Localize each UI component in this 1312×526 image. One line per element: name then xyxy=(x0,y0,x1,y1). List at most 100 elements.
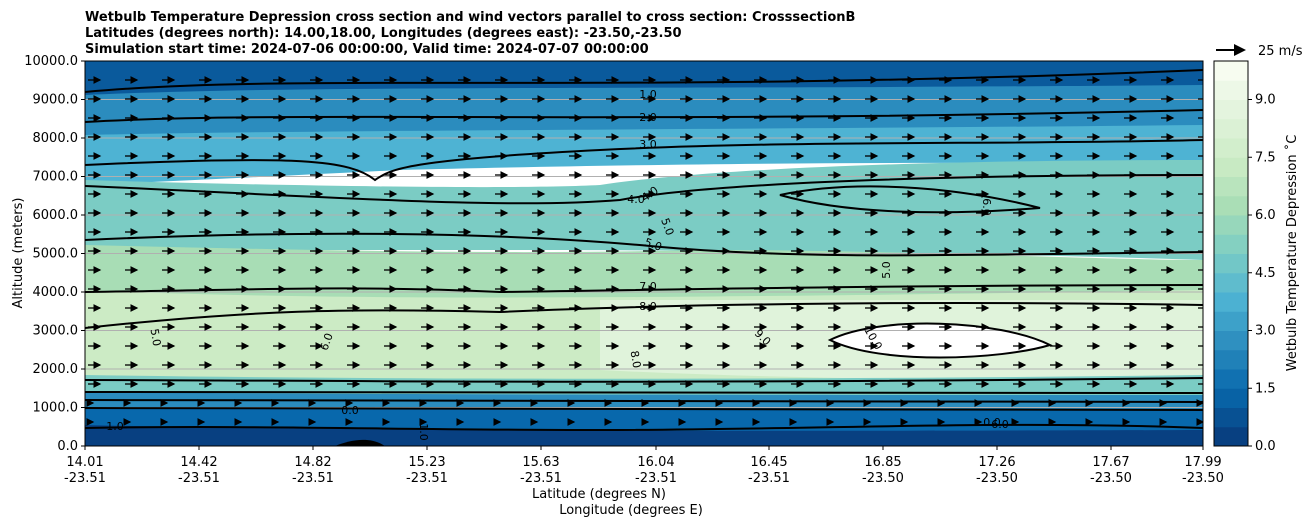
contour-line-7 xyxy=(85,301,1203,329)
y-axis: 0.0 1000.0 2000.0 3000.0 4000.0 5000.0 6000.0 7… xyxy=(24,54,85,454)
colorbar-tick-label: 6.0 xyxy=(1255,208,1276,223)
colorbar-band xyxy=(1214,99,1248,120)
y-tick-label: 10000.0 xyxy=(24,54,78,69)
contour-label: 5.0 xyxy=(880,261,893,279)
contour-label: 5.0 xyxy=(643,236,664,254)
wind-vectors xyxy=(86,76,1203,426)
colorbar-band xyxy=(1214,272,1248,293)
x-tick-label-lon: -23.51 xyxy=(178,471,220,486)
y-tick-label: 9000.0 xyxy=(33,93,79,108)
fill-band-mid-blue xyxy=(85,125,1203,185)
y-tick-label: 8000.0 xyxy=(33,131,79,146)
contour-line-3 xyxy=(85,139,1203,182)
contour-label: 8.0 xyxy=(639,300,657,313)
x-tick-label-lon: -23.50 xyxy=(1090,471,1132,486)
y-tick-label: 3000.0 xyxy=(33,324,79,339)
colorbar-band xyxy=(1214,407,1248,428)
x-tick-label-lon: -23.51 xyxy=(520,471,562,486)
contour-label: 3.0 xyxy=(639,138,657,151)
y-tick-label: 1000.0 xyxy=(33,401,79,416)
x-tick-label-lat: 17.99 xyxy=(1184,455,1221,470)
colorbar-band xyxy=(1214,426,1248,447)
x-tick-label-lat: 15.63 xyxy=(522,455,559,470)
chart-title-line-3: Simulation start time: 2024-07-06 00:00:… xyxy=(85,42,649,57)
contour-line-2 xyxy=(85,109,1203,123)
colorbar-band xyxy=(1214,195,1248,216)
colorbar-band xyxy=(1214,61,1248,81)
contour-label: 0.0 xyxy=(341,404,359,417)
x-tick-label-lon: -23.51 xyxy=(406,471,448,486)
x-tick-label-lat: 14.82 xyxy=(294,455,331,470)
colorbar-band xyxy=(1214,292,1248,312)
contour-line-14 xyxy=(779,185,1041,214)
colorbar-band xyxy=(1214,349,1248,370)
y-tick-label: 6000.0 xyxy=(33,208,79,223)
x-tick-label-lon: -23.50 xyxy=(1182,471,1224,486)
y-tick-label: 5000.0 xyxy=(33,247,79,262)
colorbar-band xyxy=(1214,138,1248,158)
x-tick-label-lat: 14.42 xyxy=(180,455,217,470)
colorbar-frame xyxy=(1213,60,1249,447)
contour-line-9 xyxy=(85,377,1203,383)
colorbar-band xyxy=(1214,311,1248,331)
contour-label: 1.0 xyxy=(417,423,430,441)
chart-title-line-2: Latitudes (degrees north): 14.00,18.00, … xyxy=(85,26,682,41)
contour-line-12 xyxy=(85,407,1203,411)
colorbar-band xyxy=(1214,253,1248,274)
contour-label: 5.0 xyxy=(148,328,164,347)
x-tick-label-lat: 15.23 xyxy=(408,455,445,470)
x-tick-label-lat: 17.67 xyxy=(1092,455,1129,470)
contour-line-8 xyxy=(827,322,1053,359)
contour-line-1 xyxy=(85,69,1203,93)
fill-band-blue xyxy=(85,85,1203,140)
x-tick-label-lat: 16.04 xyxy=(637,455,674,470)
contour-label: 7.0 xyxy=(639,280,657,293)
x-axis-label-lon: Longitude (degrees E) xyxy=(559,503,703,518)
plot-area xyxy=(85,61,1203,446)
x-tick-label-lat: 14.01 xyxy=(66,455,103,470)
fill-band-teal xyxy=(85,160,1203,260)
colorbar-tick-label: 3.0 xyxy=(1255,324,1276,339)
colorbar-band xyxy=(1214,388,1248,408)
x-tick-label-lon: -23.51 xyxy=(748,471,790,486)
chart-title-line-1: Wetbulb Temperature Depression cross sec… xyxy=(85,10,855,25)
colorbar-band xyxy=(1214,80,1248,100)
colorbar-band xyxy=(1214,176,1248,197)
y-axis-label: Altitude (meters) xyxy=(11,198,26,309)
contour-label: 8.0 xyxy=(628,350,644,369)
contour-label: 1.0 xyxy=(106,420,124,433)
contour-label: 4.0 xyxy=(627,193,645,206)
contour-labels: 1.02.03.04.04.05.05.06.07.08.05.0 6.08.09… xyxy=(106,88,1009,441)
x-tick-label-lon: -23.50 xyxy=(862,471,904,486)
contour-label: 0.0 xyxy=(983,416,1001,429)
x-tick-label-lon: -23.50 xyxy=(976,471,1018,486)
colorbar-band xyxy=(1214,330,1248,351)
x-tick-label-lon: -23.51 xyxy=(64,471,106,486)
contour-label: 6.0 xyxy=(991,418,1009,431)
quiver-key-label: 25 m/s xyxy=(1258,44,1303,59)
y-tick-label: 0.0 xyxy=(57,439,78,454)
colorbar-label: Wetbulb Temperature Depression ˚C xyxy=(1284,135,1300,372)
x-tick-label-lat: 17.26 xyxy=(978,455,1015,470)
x-tick-label-lon: -23.51 xyxy=(292,471,334,486)
colorbar-tick-label: 0.0 xyxy=(1255,439,1276,454)
terrain-island xyxy=(335,439,385,446)
fill-band-white-core xyxy=(830,323,1050,358)
x-tick-label-lon: -23.51 xyxy=(635,471,677,486)
y-tick-label: 4000.0 xyxy=(33,285,79,300)
x-tick-label-lat: 16.85 xyxy=(864,455,901,470)
x-axis-label-lat: Latitude (degrees N) xyxy=(532,487,666,502)
contour-label: 5.0 xyxy=(658,216,676,237)
y-tick-label: 2000.0 xyxy=(33,362,79,377)
x-axis: 14.01-23.5114.42-23.5114.82-23.5115.23-2… xyxy=(64,446,1224,486)
colorbar: 0.0 1.5 3.0 4.5 6.0 7.5 9.0 xyxy=(1213,60,1276,454)
colorbar-band xyxy=(1214,215,1248,235)
y-tick-label: 7000.0 xyxy=(33,170,79,185)
colorbar-tick-label: 4.5 xyxy=(1255,266,1276,281)
colorbar-band xyxy=(1214,234,1248,254)
x-tick-label-lat: 16.45 xyxy=(750,455,787,470)
colorbar-band xyxy=(1214,369,1248,389)
colorbar-tick-label: 7.5 xyxy=(1255,150,1276,165)
colorbar-tick-label: 9.0 xyxy=(1255,93,1276,108)
